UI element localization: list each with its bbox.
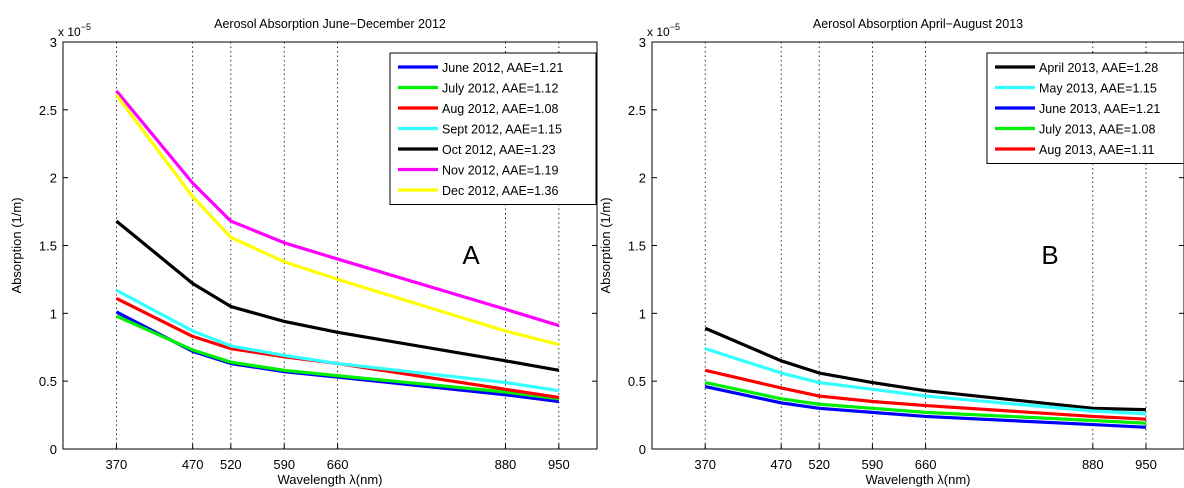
y-tick-label: 2 [50, 171, 57, 186]
legend-label: Aug 2013, AAE=1.11 [1039, 143, 1155, 157]
series-line [115, 288, 560, 393]
y-tick-label: 1.5 [628, 239, 646, 254]
x-tick-label: 590 [273, 457, 295, 472]
x-axis-label: Wavelength λ(nm) [278, 472, 383, 487]
legend-label: Oct 2012, AAE=1.23 [442, 143, 556, 157]
y-axis-label: Absorption (1/m) [598, 197, 613, 293]
legend-label: Sept 2012, AAE=1.15 [442, 123, 562, 137]
y-tick-label: 3 [639, 35, 646, 50]
chart-panel-a: 0 0.5 1 1.5 2 2.5 3 370 470 520 590 660 880 950 x 10−5… [9, 17, 598, 487]
series-line [704, 368, 1147, 421]
x-tick-label: 950 [548, 457, 570, 472]
chart-title: Aerosol Absorption June−December 2012 [214, 17, 446, 31]
x-tick-label: 660 [915, 457, 937, 472]
y-tick-label: 0.5 [628, 374, 646, 389]
y-tick-label: 2.5 [39, 103, 57, 118]
series-line [704, 347, 1147, 416]
y-tick-label: 0 [639, 442, 646, 457]
x-tick-label: 950 [1135, 457, 1157, 472]
legend-label: Aug 2012, AAE=1.08 [442, 102, 558, 116]
x-tick-label: 370 [694, 457, 716, 472]
y-tick-label: 2 [639, 171, 646, 186]
series-line [704, 385, 1147, 429]
x-tick-label: 880 [495, 457, 517, 472]
legend-label: Dec 2012, AAE=1.36 [442, 184, 558, 198]
y-exponent-label: x 10−5 [58, 22, 91, 39]
series-line [115, 93, 560, 347]
legend-label: Nov 2012, AAE=1.19 [442, 164, 558, 178]
series-line [704, 326, 1147, 412]
y-tick-label: 0.5 [39, 374, 57, 389]
series-line [115, 219, 560, 372]
legend-label: July 2012, AAE=1.12 [442, 82, 558, 96]
legend-label: June 2013, AAE=1.21 [1039, 102, 1160, 116]
x-tick-label: 470 [770, 457, 792, 472]
x-tick-label: 470 [182, 457, 204, 472]
x-axis-label: Wavelength λ(nm) [866, 472, 971, 487]
y-tick-label: 1.5 [39, 239, 57, 254]
y-tick-label: 2.5 [628, 103, 646, 118]
series-line [115, 314, 560, 401]
x-tick-label: 590 [862, 457, 884, 472]
legend-label: April 2013, AAE=1.28 [1039, 61, 1158, 75]
y-tick-label: 3 [50, 35, 57, 50]
legend-label: June 2012, AAE=1.21 [442, 61, 563, 75]
x-tick-label: 520 [808, 457, 830, 472]
y-tick-label: 1 [50, 306, 57, 321]
x-tick-label: 520 [220, 457, 242, 472]
x-tick-label: 660 [327, 457, 349, 472]
panel-letter: B [1041, 240, 1058, 270]
legend-label: July 2013, AAE=1.08 [1039, 123, 1155, 137]
panel-letter: A [462, 240, 480, 270]
y-tick-label: 1 [639, 306, 646, 321]
y-tick-label: 0 [50, 442, 57, 457]
y-axis-label: Absorption (1/m) [9, 197, 24, 293]
y-exponent-label: x 10−5 [647, 22, 680, 39]
series-line [704, 380, 1147, 425]
series-line [115, 89, 560, 328]
legend-label: May 2013, AAE=1.15 [1039, 82, 1157, 96]
chart-panel-b: 0 0.5 1 1.5 2 2.5 3 370 470 520 590 660 880 950 x 10−5… [598, 17, 1184, 487]
x-tick-label: 370 [106, 457, 128, 472]
x-tick-label: 880 [1082, 457, 1104, 472]
chart-title: Aerosol Absorption April−August 2013 [813, 17, 1023, 31]
